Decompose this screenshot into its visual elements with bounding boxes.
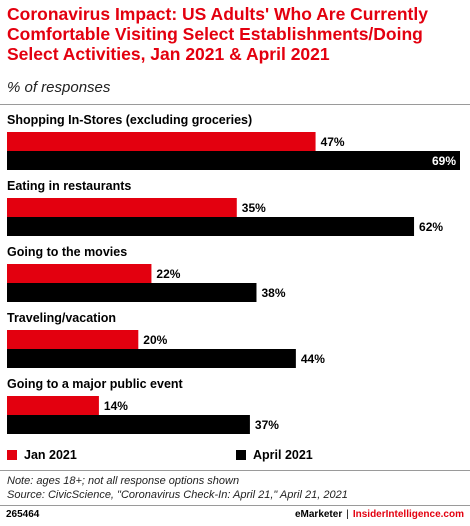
bar-april-going-to-a-major-public-event	[7, 415, 250, 434]
legend-april-swatch	[236, 450, 246, 460]
value-label-april-going-to-the-movies: 38%	[261, 286, 285, 300]
brand-emarketer: eMarketer	[294, 509, 343, 520]
category-label-going-to-the-movies: Going to the movies	[7, 245, 127, 259]
bar-jan-going-to-the-movies	[7, 264, 152, 283]
bar-april-traveling-vacation	[7, 349, 296, 368]
bar-jan-eating-in-restaurants	[7, 198, 237, 217]
chart-id: 265464	[6, 509, 40, 520]
footer-brand: eMarketer | InsiderIntelligence.com	[294, 509, 464, 520]
brand-insiderintelligence: InsiderIntelligence.com	[352, 509, 464, 520]
chart-subtitle: % of responses	[7, 79, 111, 96]
chart-source: Source: CivicScience, "Coronavirus Check…	[7, 489, 348, 501]
bar-april-shopping-in-stores-excluding-groceries	[7, 151, 460, 170]
top-divider	[0, 104, 470, 105]
notes-divider	[0, 470, 470, 471]
legend-jan-label: Jan 2021	[24, 448, 77, 462]
value-label-april-traveling-vacation: 44%	[301, 352, 325, 366]
value-label-jan-traveling-vacation: 20%	[143, 333, 167, 347]
category-label-eating-in-restaurants: Eating in restaurants	[7, 179, 131, 193]
category-label-traveling-vacation: Traveling/vacation	[7, 311, 116, 325]
footer-divider	[0, 505, 470, 506]
value-label-jan-eating-in-restaurants: 35%	[242, 201, 266, 215]
legend-jan-swatch	[7, 450, 17, 460]
value-label-jan-going-to-the-movies: 22%	[156, 267, 180, 281]
value-label-jan-shopping-in-stores-excluding-groceries: 47%	[321, 135, 345, 149]
bar-jan-traveling-vacation	[7, 330, 139, 349]
legend-jan: Jan 2021	[7, 448, 77, 462]
value-label-april-eating-in-restaurants: 62%	[419, 220, 443, 234]
value-label-jan-going-to-a-major-public-event: 14%	[104, 399, 128, 413]
legend-april: April 2021	[236, 448, 313, 462]
bar-jan-going-to-a-major-public-event	[7, 396, 99, 415]
value-label-april-going-to-a-major-public-event: 37%	[255, 418, 279, 432]
category-label-going-to-a-major-public-event: Going to a major public event	[7, 377, 184, 391]
bar-jan-shopping-in-stores-excluding-groceries	[7, 132, 316, 151]
chart-title: Coronavirus Impact: US Adults' Who Are C…	[7, 4, 428, 64]
bar-chart: Shopping In-Stores (excluding groceries)…	[7, 113, 460, 434]
bar-april-eating-in-restaurants	[7, 217, 415, 236]
chart-note: Note: ages 18+; not all response options…	[7, 475, 240, 487]
category-label-shopping-in-stores-excluding-groceries: Shopping In-Stores (excluding groceries)	[7, 113, 252, 127]
legend-april-label: April 2021	[253, 448, 313, 462]
value-label-april-shopping-in-stores-excluding-groceries: 69%	[432, 154, 456, 168]
bar-april-going-to-the-movies	[7, 283, 257, 302]
